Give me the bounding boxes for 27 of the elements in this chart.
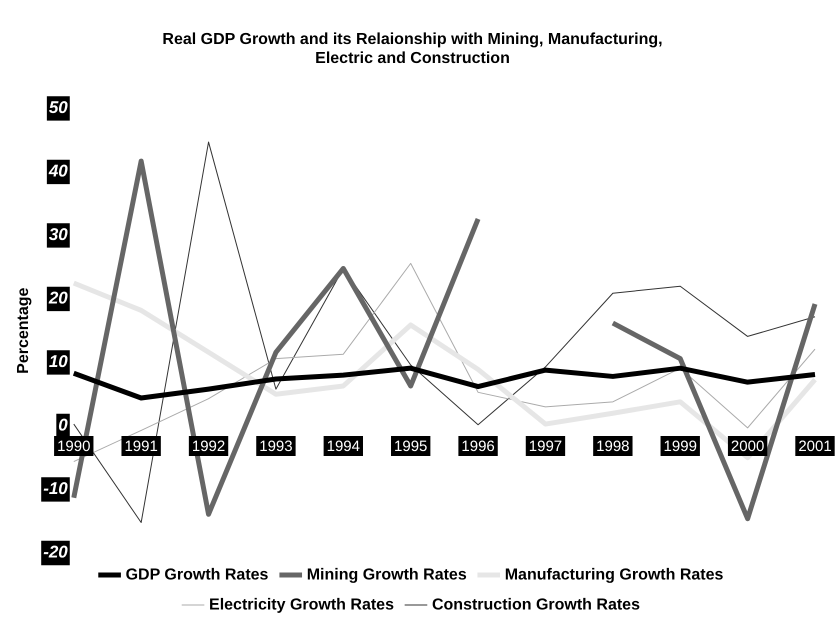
legend-label: Manufacturing Growth Rates — [504, 566, 724, 584]
x-tick-label: 2000 — [730, 438, 764, 456]
y-tick-label: 30 — [48, 225, 68, 244]
legend-label: Mining Growth Rates — [306, 566, 467, 584]
x-tick-label: 1993 — [259, 438, 293, 456]
y-tick-label: 40 — [48, 162, 68, 181]
x-tick-label: 1997 — [528, 438, 562, 456]
chart-title: Real GDP Growth and its Relaionship with Mining, Manufacturing, Electric and Construction — [162, 31, 663, 68]
legend-label: Electricity Growth Rates — [209, 596, 394, 614]
y-tick-label: 20 — [48, 288, 68, 308]
y-tick-label: 50 — [48, 98, 68, 118]
x-tick-label: 1994 — [326, 438, 360, 456]
legend-label: GDP Growth Rates — [126, 566, 269, 584]
x-tick-label: 1990 — [57, 438, 90, 456]
legend-label: Construction Growth Rates — [432, 596, 640, 614]
x-tick-label: 1998 — [596, 438, 630, 456]
x-tick-label: 1991 — [124, 438, 158, 456]
y-tick-label: 0 — [58, 416, 68, 435]
y-tick-label: -20 — [43, 542, 68, 562]
x-tick-label: 1996 — [461, 438, 495, 456]
x-tick-label: 1995 — [394, 438, 428, 456]
x-tick-label: 1999 — [664, 438, 697, 456]
y-axis-title: Percentage — [15, 287, 32, 374]
y-tick-label: 10 — [48, 352, 68, 372]
x-tick-label: 1992 — [192, 438, 226, 456]
x-tick-label: 2001 — [798, 438, 832, 456]
y-tick-label: -10 — [43, 479, 68, 498]
